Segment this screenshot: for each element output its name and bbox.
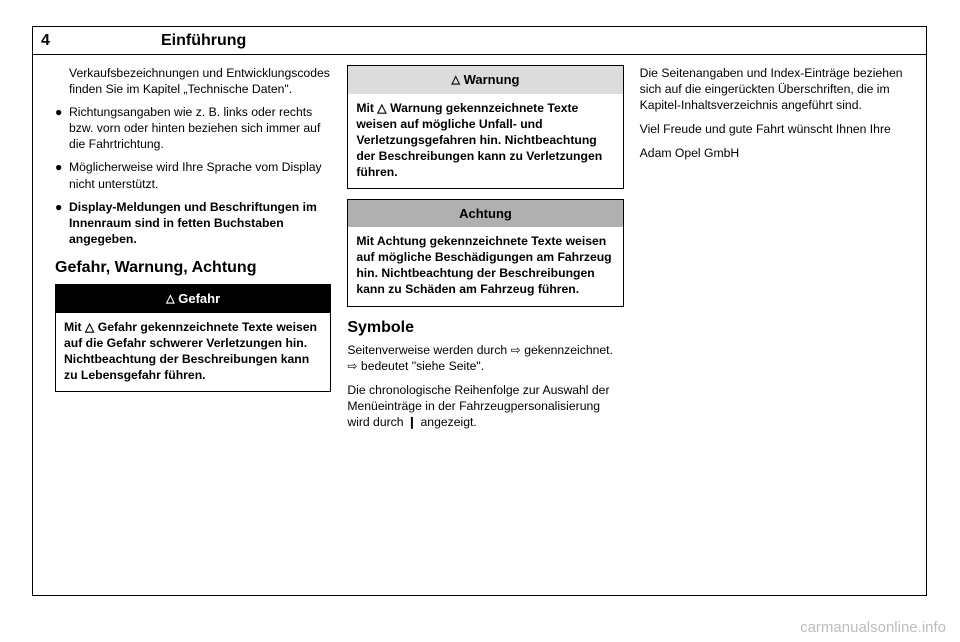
- content-columns: Verkaufsbezeichnungen und Entwicklungsco…: [33, 55, 926, 595]
- achtung-box: Achtung Mit Achtung gekennzeichnete Text…: [347, 199, 623, 307]
- page-header: 4 Einführung: [33, 27, 926, 55]
- section-heading-symbole: Symbole: [347, 317, 623, 338]
- col3-signature: Adam Opel GmbH: [640, 145, 916, 161]
- gefahr-box-title: △ Gefahr: [56, 285, 330, 313]
- achtung-title-text: Achtung: [459, 206, 512, 221]
- list-item: ● Möglicherweise wird Ihre Sprache vom D…: [55, 159, 331, 191]
- gefahr-box: △ Gefahr Mit △ Gefahr gekennzeichnete Te…: [55, 284, 331, 392]
- page-frame: 4 Einführung Verkaufsbezeichnungen und E…: [32, 26, 927, 596]
- symbole-paragraph-2: Die chronologische Reihenfolge zur Auswa…: [347, 382, 623, 430]
- warnung-title-text: Warnung: [464, 72, 520, 87]
- list-item: ● Display-Meldungen und Beschriftungen i…: [55, 199, 331, 247]
- warnung-box-body: Mit △ Warnung gekennzeichnete Texte weis…: [348, 94, 622, 188]
- col3-paragraph-1: Die Seitenangaben und Index-Einträge bez…: [640, 65, 916, 113]
- column-2: △ Warnung Mit △ Warnung gekennzeichnete …: [347, 65, 623, 585]
- bullet-text: Richtungsangaben wie z. B. links oder re…: [69, 104, 331, 152]
- column-3: Die Seitenangaben und Index-Einträge bez…: [640, 65, 916, 585]
- page-number: 4: [41, 32, 161, 50]
- intro-paragraph: Verkaufsbezeichnungen und Entwicklungsco…: [55, 65, 331, 97]
- achtung-box-body: Mit Achtung gekennzeichnete Texte weisen…: [348, 227, 622, 305]
- warnung-box-title: △ Warnung: [348, 66, 622, 94]
- gefahr-title-text: Gefahr: [178, 291, 220, 306]
- list-item: ● Richtungsangaben wie z. B. links oder …: [55, 104, 331, 152]
- chapter-title: Einführung: [161, 32, 246, 50]
- warning-triangle-icon: △: [166, 292, 174, 307]
- bullet-text: Möglicherweise wird Ihre Sprache vom Dis…: [69, 159, 331, 191]
- warning-triangle-icon: △: [452, 73, 460, 88]
- col3-paragraph-2: Viel Freude und gute Fahrt wünscht Ihnen…: [640, 121, 916, 137]
- watermark: carmanualsonline.info: [800, 619, 946, 636]
- symbole-paragraph-1: Seitenverweise werden durch ⇨ gekennzeic…: [347, 342, 623, 374]
- column-1: Verkaufsbezeichnungen und Entwicklungsco…: [55, 65, 331, 585]
- bullet-icon: ●: [55, 199, 69, 247]
- bullet-icon: ●: [55, 159, 69, 191]
- warnung-box: △ Warnung Mit △ Warnung gekennzeichnete …: [347, 65, 623, 189]
- gefahr-box-body: Mit △ Gefahr gekennzeichnete Texte weise…: [56, 313, 330, 391]
- bullet-text: Display-Meldungen und Beschriftungen im …: [69, 199, 331, 247]
- achtung-box-title: Achtung: [348, 200, 622, 227]
- section-heading-gefahr-warnung-achtung: Gefahr, Warnung, Achtung: [55, 257, 331, 278]
- bullet-icon: ●: [55, 104, 69, 152]
